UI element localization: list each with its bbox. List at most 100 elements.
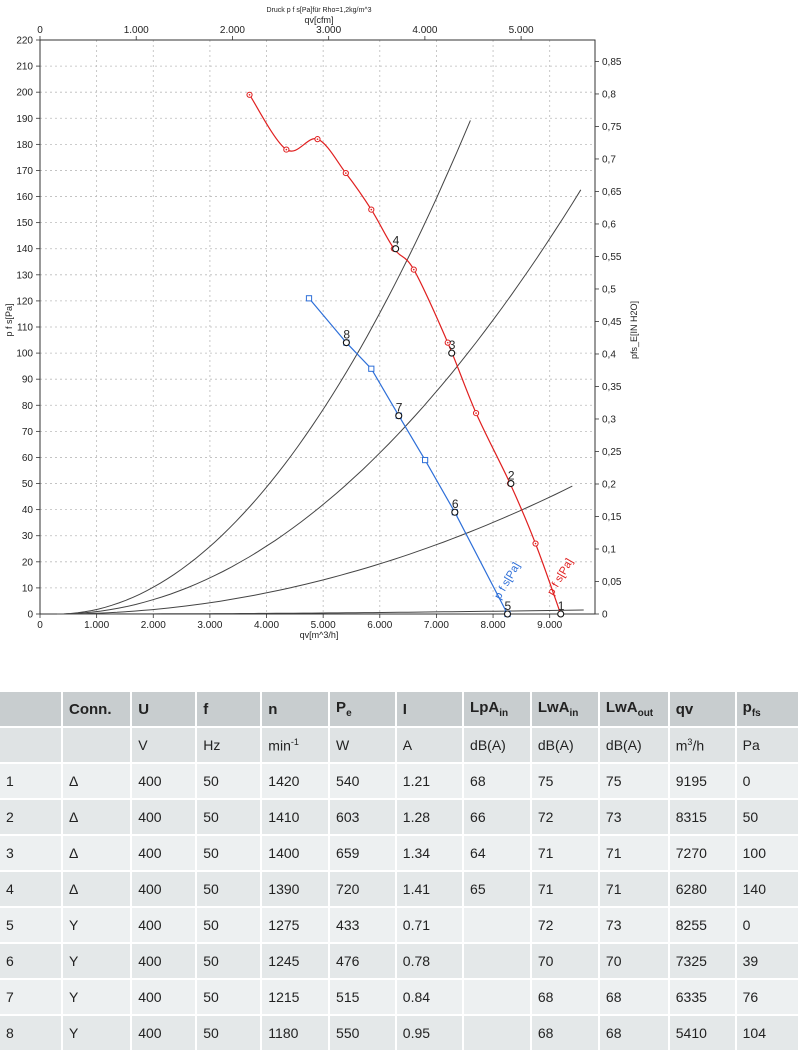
column-header: qv (668, 692, 737, 728)
y2-tick-label: 0,05 (602, 577, 622, 588)
table-cell: 76 (735, 979, 800, 1016)
x2-tick-label: 0 (37, 25, 43, 36)
table-cell: Δ (62, 763, 133, 800)
data-point (368, 365, 375, 372)
y-tick-label: 60 (22, 453, 34, 464)
table-cell: 68 (530, 1015, 600, 1052)
y-tick-label: 160 (16, 192, 33, 203)
y2-tick-label: 0,15 (602, 512, 622, 523)
table-row: 7 Y 400 50 1215 515 0.84 68 68 6335 76 (0, 979, 800, 1016)
operating-point-label: 5 (505, 599, 512, 613)
table-cell: 400 (131, 907, 198, 944)
table-cell: 659 (329, 835, 397, 872)
unit-cell: m3/h (668, 727, 737, 764)
y-tick-label: 20 (22, 557, 34, 568)
table-cell: 7 (0, 979, 63, 1016)
table-cell: 7270 (668, 835, 737, 872)
table-cell: 68 (598, 979, 670, 1016)
table-cell (463, 907, 532, 944)
operating-point (451, 508, 459, 516)
table-cell: 1 (0, 763, 63, 800)
table-row: 3 Δ 400 50 1400 659 1.34 64 71 71 7270 100 (0, 835, 800, 872)
operating-point (392, 245, 400, 253)
operating-point-label: 6 (452, 497, 459, 511)
data-point-dot (316, 138, 319, 140)
table-row: 2 Δ 400 50 1410 603 1.28 66 72 73 8315 50 (0, 799, 800, 836)
x2-tick-label: 2.000 (220, 25, 245, 36)
data-point-dot (412, 268, 415, 271)
unit-cell (62, 727, 133, 764)
x2-tick-label: 1.000 (124, 25, 149, 36)
series-label-blue: p f s[Pa] (492, 561, 523, 602)
x-tick-label: 1.000 (84, 620, 109, 631)
table-cell: 8 (0, 1015, 63, 1052)
table-cell: 540 (329, 763, 397, 800)
system-curve (57, 485, 573, 615)
table-cell: 0 (735, 907, 800, 944)
data-point-dot (475, 412, 477, 414)
operating-point-label: 1 (558, 599, 565, 613)
column-header (0, 692, 63, 728)
table-cell: 64 (463, 835, 532, 872)
table-cell: 400 (131, 871, 198, 908)
table-cell (463, 979, 532, 1016)
y2-tick-label: 0,7 (602, 154, 616, 165)
table-cell: 66 (463, 799, 532, 836)
table-cell: Δ (62, 871, 133, 908)
operating-point-label: 8 (343, 328, 350, 342)
table-cell: 400 (131, 799, 198, 836)
unit-cell: dB(A) (530, 727, 600, 764)
x-tick-label: 5.000 (311, 620, 336, 631)
table-cell: 550 (329, 1015, 397, 1052)
y-tick-label: 30 (22, 531, 34, 542)
table-cell: 104 (735, 1015, 800, 1052)
operating-point (395, 412, 403, 420)
column-header: Pe (329, 692, 397, 728)
unit-cell: dB(A) (598, 727, 670, 764)
table-cell: 8315 (668, 799, 737, 836)
column-header: LpAin (463, 692, 532, 728)
table-row: 5 Y 400 50 1275 433 0.71 72 73 8255 0 (0, 907, 800, 944)
column-header: pfs (735, 692, 800, 728)
table-cell: 476 (329, 943, 397, 980)
table-cell: 6 (0, 943, 63, 980)
table-cell: 0 (735, 763, 800, 800)
system-curves (56, 120, 584, 615)
table-cell: 0.95 (395, 1015, 465, 1052)
y-tick-label: 70 (22, 427, 34, 438)
x-axis-label: qv[m^3/h] (300, 630, 339, 640)
y-tick-label: 130 (16, 270, 33, 281)
unit-cell: min-1 (261, 727, 331, 764)
x-tick-label: 7.000 (424, 620, 449, 631)
y-tick-label: 220 (16, 36, 33, 47)
table-cell: 100 (735, 835, 800, 872)
table-cell: 70 (598, 943, 670, 980)
operating-point (507, 479, 515, 488)
table-cell: Δ (62, 835, 133, 872)
x2-tick-label: 3.000 (316, 25, 341, 36)
table-cell: 1390 (261, 871, 331, 908)
operating-point-label: 2 (508, 469, 515, 483)
y-tick-label: 100 (16, 349, 33, 360)
table-cell: 1400 (261, 835, 331, 872)
column-header: Conn. (62, 692, 133, 728)
table-cell: 50 (735, 799, 800, 836)
table-cell: Y (62, 1015, 133, 1052)
system-curve (56, 189, 582, 615)
table-cell: 75 (530, 763, 600, 800)
table-cell: 5 (0, 907, 63, 944)
y2-tick-label: 0,4 (602, 349, 616, 360)
data-point-dot (285, 148, 288, 151)
table-cell: 39 (735, 943, 800, 980)
y2-axis-label: pfs_E[IN H2O] (629, 301, 639, 359)
y2-tick-label: 0,1 (602, 544, 616, 555)
table-cell (463, 943, 532, 980)
unit-cell: Hz (196, 727, 263, 764)
data-point-dot (534, 542, 537, 545)
table-cell: 720 (329, 871, 397, 908)
table-cell: 0.78 (395, 943, 465, 980)
table-row: 4 Δ 400 50 1390 720 1.41 65 71 71 6280 140 (0, 871, 800, 908)
column-header: LwAout (598, 692, 670, 728)
